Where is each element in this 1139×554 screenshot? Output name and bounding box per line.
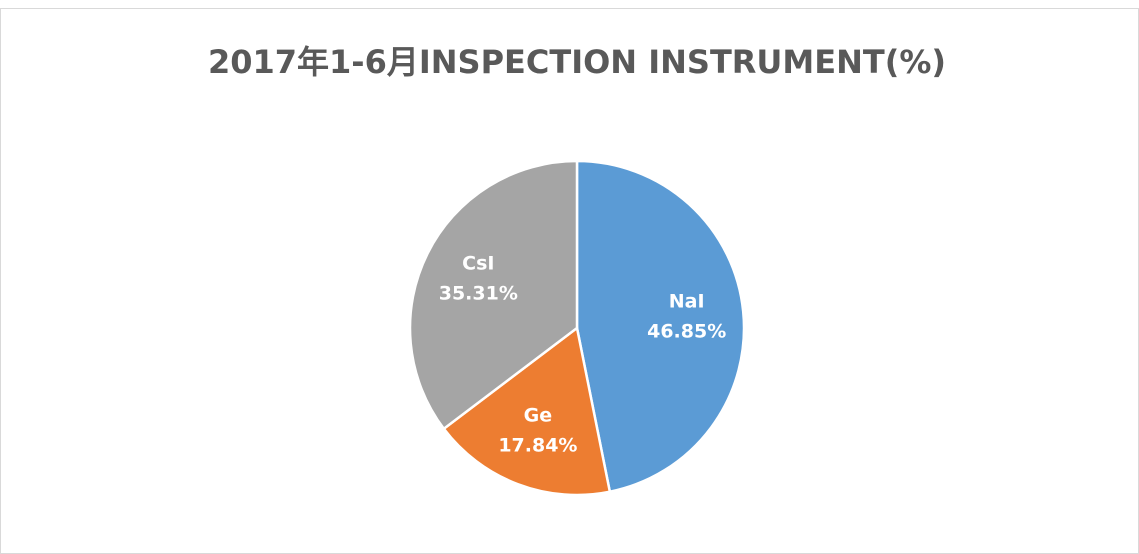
slice-value: 46.85% — [647, 321, 726, 343]
pie-slice — [408, 159, 579, 431]
slice-category: NaI — [669, 291, 705, 313]
slice-category: CsI — [462, 252, 494, 274]
slice-value: 17.84% — [498, 435, 577, 457]
slice-category: Ge — [524, 405, 552, 427]
chart-title: 2017年1-6月INSPECTION INSTRUMENT(%) — [208, 43, 946, 81]
pie-slice — [575, 159, 746, 494]
slice-value: 35.31% — [439, 282, 518, 304]
pie-slice — [442, 325, 612, 497]
